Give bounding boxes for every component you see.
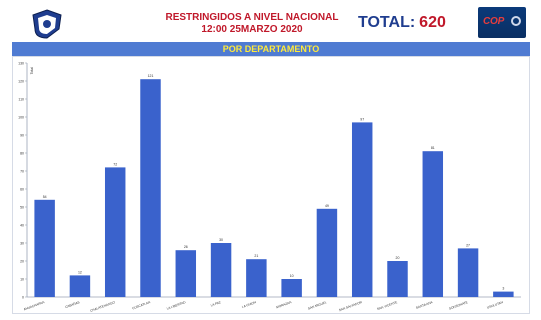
report-header: RESTRINGIDOS A NIVEL NACIONAL 12:00 25MA… <box>12 6 530 42</box>
bar <box>281 279 302 297</box>
category-label: SAN MIGUEL <box>307 300 327 311</box>
data-label: 3 <box>502 287 504 291</box>
bar-chart: 0 10 20 30 40 50 60 70 80 90 100 110 120 130 Total 54 AH… <box>18 62 521 313</box>
y-tick-label: 90 <box>20 134 24 138</box>
y-tick-label: 80 <box>20 152 24 156</box>
data-label: 81 <box>431 146 435 150</box>
bar <box>351 122 373 298</box>
category-label: AHUACHAPAN <box>23 300 46 311</box>
title-line-1: RESTRINGIDOS A NIVEL NACIONAL <box>165 12 339 23</box>
category-label: SAN VICENTE <box>376 300 397 311</box>
data-label: 30 <box>219 238 223 242</box>
category-label: SANTA ANA <box>415 300 434 310</box>
category-label: LA UNION <box>241 300 257 309</box>
report-frame: RESTRINGIDOS A NIVEL NACIONAL 12:00 25MA… <box>12 6 530 314</box>
data-label: 10 <box>290 274 294 278</box>
bar <box>457 248 479 297</box>
category-label: CHALATENANGO <box>90 300 116 313</box>
title-line-2: 12:00 25MARZO 2020 <box>201 24 303 35</box>
category-label: LA LIBERTAD <box>166 300 187 311</box>
total-label: TOTAL: <box>358 14 416 31</box>
section-banner: POR DEPARTAMENTO <box>12 42 530 56</box>
y-tick-label: 130 <box>18 62 24 66</box>
data-label: 49 <box>325 204 329 208</box>
bar <box>34 199 55 297</box>
data-label: 21 <box>254 254 258 258</box>
category-label: MORAZAN <box>276 300 293 309</box>
y-tick-label: 0 <box>22 296 24 300</box>
data-label: 54 <box>43 195 47 199</box>
y-tick-label: 70 <box>20 170 24 174</box>
y-tick-label: 110 <box>18 98 24 102</box>
y-tick-label: 50 <box>20 206 24 210</box>
data-label: 121 <box>148 74 154 78</box>
bar <box>210 243 232 297</box>
data-label: 20 <box>396 256 400 260</box>
police-badge-icon <box>30 9 64 39</box>
data-label: 12 <box>78 270 82 274</box>
bar <box>140 79 161 297</box>
y-tick-label: 60 <box>20 188 24 192</box>
bar <box>69 275 91 297</box>
category-label: SONSONATE <box>448 300 468 311</box>
category-label: LA PAZ <box>210 300 221 307</box>
chart-container: 0 10 20 30 40 50 60 70 80 90 100 110 120 130 Total 54 AH… <box>12 56 530 314</box>
cop-logo-text: COP <box>483 16 505 27</box>
bar <box>493 291 514 297</box>
category-label: USULUTAN <box>486 300 504 310</box>
bar <box>316 208 338 297</box>
data-label: 97 <box>360 117 364 121</box>
data-label: 72 <box>113 162 117 166</box>
data-label: 26 <box>184 245 188 249</box>
y-tick-label: 40 <box>20 224 24 228</box>
bar <box>422 151 444 297</box>
bar <box>246 259 267 297</box>
category-label: SAN SALVADOR <box>338 300 363 312</box>
total-summary: TOTAL: 620 <box>358 14 446 32</box>
bar <box>387 261 408 297</box>
y-tick-label: 10 <box>20 278 24 282</box>
category-label: CABAÑAS <box>64 299 80 309</box>
bar <box>175 250 197 297</box>
category-label: CUSCATLAN <box>132 300 152 311</box>
report-title: RESTRINGIDOS A NIVEL NACIONAL 12:00 25MA… <box>152 12 352 36</box>
cop-logo-circle-icon <box>511 16 521 26</box>
y-tick-label: 120 <box>18 80 24 84</box>
y-tick-label: 30 <box>20 242 24 246</box>
data-label: 27 <box>466 243 470 247</box>
y-tick-label: 20 <box>20 260 24 264</box>
cop-logo-icon: COP <box>478 7 526 38</box>
y-tick-label: 100 <box>18 116 24 120</box>
total-value: 620 <box>419 14 446 31</box>
bar <box>104 167 126 297</box>
y-axis-title: Total <box>30 67 34 75</box>
